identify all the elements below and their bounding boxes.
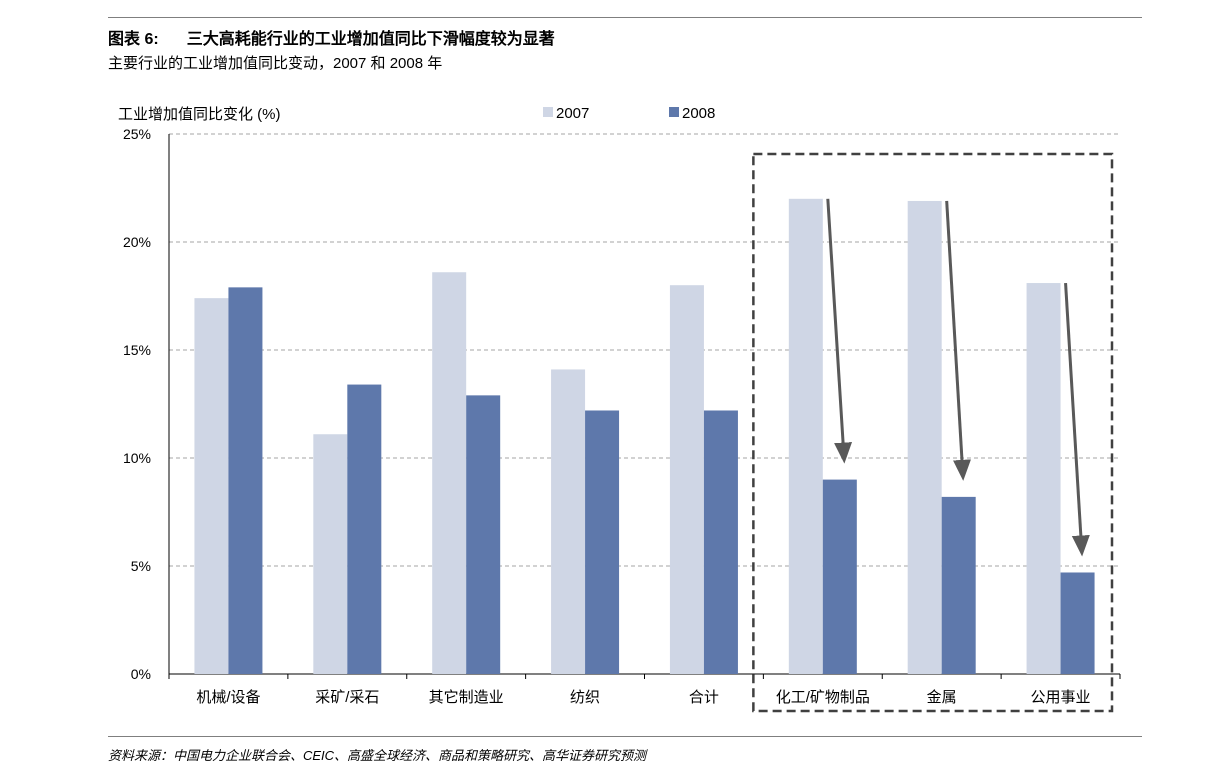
bar-2007 [313,434,348,674]
source-note: 资料来源：中国电力企业联合会、CEIC、高盛全球经济、商品和策略研究、高华证券研… [108,748,647,763]
figure-label: 图表 6: [108,31,159,48]
bar-2008 [822,479,857,674]
bar-2008 [585,410,620,674]
decline-arrow [826,198,853,464]
legend-swatch [543,107,553,117]
legend-swatch [669,107,679,117]
bar-2007 [907,200,942,674]
figure-subtitle: 主要行业的工业增加值同比变动，2007 和 2008 年 [108,55,443,72]
legend: 2007 2008 [543,105,715,122]
y-tick-label: 25% [123,126,151,142]
legend-label: 2008 [682,105,715,122]
decline-arrow [1064,282,1090,557]
y-tick-label: 0% [131,666,151,682]
figure-title: 图表 6: 三大高耗能行业的工业增加值同比下滑幅度较为显著 [108,25,555,49]
x-tick-label: 纺织 [570,689,600,706]
legend-label: 2007 [556,105,589,122]
y-tick-label: 20% [123,234,151,250]
x-tick-label: 合计 [689,689,719,706]
bar-2007 [194,298,229,674]
bar-2007 [669,285,704,674]
bar-2008 [941,496,976,674]
x-tick-label: 金属 [927,689,957,706]
x-tick-label: 公用事业 [1031,689,1091,706]
bar-2007 [1026,283,1061,674]
bar-2008 [347,384,382,674]
x-tick-label: 采矿/采石 [315,689,379,706]
figure-title-text: 三大高耗能行业的工业增加值同比下滑幅度较为显著 [186,31,555,48]
x-tick-label: 化工/矿物制品 [776,689,870,706]
highlight-box [752,152,1114,713]
y-tick-label: 10% [123,450,151,466]
bar-2007 [551,369,586,674]
y-axis-label: 工业增加值同比变化 (%) [118,106,281,123]
x-tick-label: 机械/设备 [196,689,260,706]
y-tick-label: 15% [123,342,151,358]
bar-2008 [228,287,263,674]
header-rule [108,17,1142,18]
bar-2008 [1060,572,1095,674]
bar-2007 [432,272,467,674]
bar-2007 [788,198,823,675]
bar-2008 [466,395,501,674]
bar-2008 [703,410,738,674]
footer-rule [108,736,1142,737]
decline-arrow [945,200,971,481]
y-tick-label: 5% [131,558,151,574]
x-tick-label: 其它制造业 [429,688,504,706]
